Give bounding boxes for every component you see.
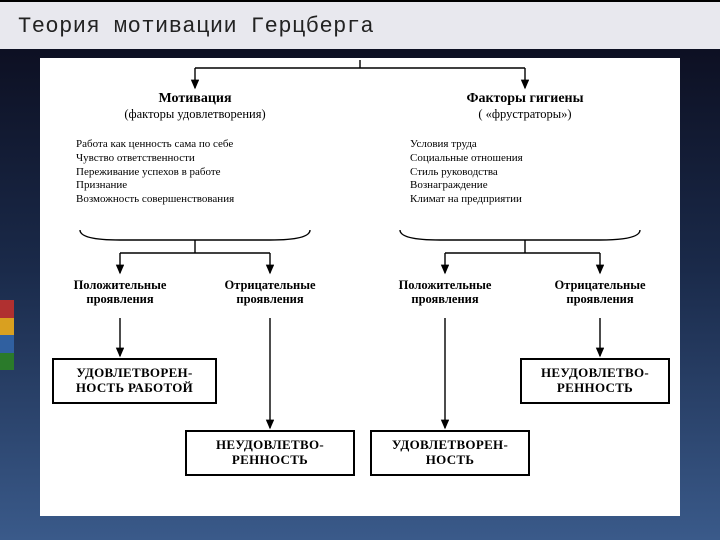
right-factor-list: Условия трудаСоциальные отношенияСтиль р… xyxy=(410,138,640,207)
factor-item: Социальные отношения xyxy=(410,152,640,166)
left-header-sub: (факторы удовлетворения) xyxy=(80,107,310,121)
diagram-canvas: Мотивация (факторы удовлетворения) Работ… xyxy=(40,58,680,516)
accent-bar xyxy=(0,300,14,370)
left-factor-list: Работа как ценность сама по себеЧувство … xyxy=(76,138,326,207)
left-header-title: Мотивация xyxy=(80,91,310,107)
left-box-satisfaction: УДОВЛЕТВОРЕН-НОСТЬ РАБОТОЙ xyxy=(52,358,217,404)
factor-item: Признание xyxy=(76,179,326,193)
factor-item: Работа как ценность сама по себе xyxy=(76,138,326,152)
left-proj-negative: Отрицательныепроявления xyxy=(210,278,330,307)
factor-item: Условия труда xyxy=(410,138,640,152)
factor-item: Вознаграждение xyxy=(410,179,640,193)
right-header-title: Факторы гигиены xyxy=(410,91,640,107)
right-header: Факторы гигиены ( «фрустраторы») xyxy=(410,91,640,121)
right-proj-negative: Отрицательныепроявления xyxy=(540,278,660,307)
page-title: Теория мотивации Герцберга xyxy=(0,0,720,49)
factor-item: Возможность совершенствования xyxy=(76,193,326,207)
factor-item: Стиль руководства xyxy=(410,166,640,180)
left-header: Мотивация (факторы удовлетворения) xyxy=(80,91,310,121)
factor-item: Климат на предприятии xyxy=(410,193,640,207)
right-proj-positive: Положительныепроявления xyxy=(385,278,505,307)
right-box-satisfaction: УДОВЛЕТВОРЕН-НОСТЬ xyxy=(370,430,530,476)
right-header-sub: ( «фрустраторы») xyxy=(410,107,640,121)
left-box-dissatisfaction: НЕУДОВЛЕТВО-РЕННОСТЬ xyxy=(185,430,355,476)
factor-item: Чувство ответственности xyxy=(76,152,326,166)
left-proj-positive: Положительныепроявления xyxy=(60,278,180,307)
factor-item: Переживание успехов в работе xyxy=(76,166,326,180)
right-box-dissatisfaction: НЕУДОВЛЕТВО-РЕННОСТЬ xyxy=(520,358,670,404)
